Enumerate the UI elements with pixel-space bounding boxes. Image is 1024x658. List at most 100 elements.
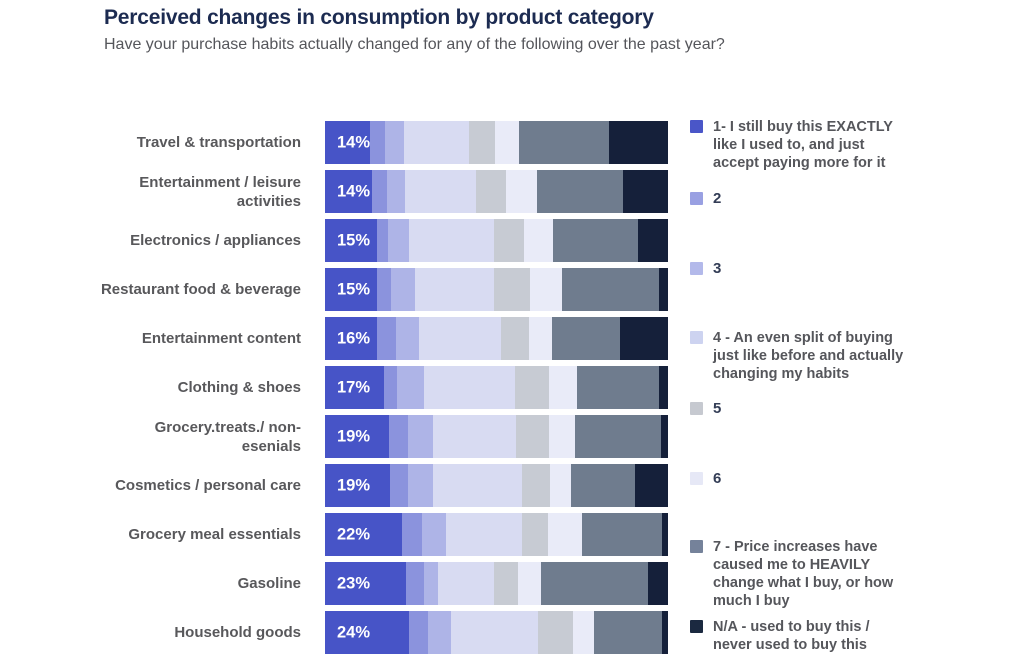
category-label: Travel & transportation	[136, 134, 301, 151]
bar-segment	[493, 268, 530, 311]
bar-value-label: 19%	[337, 476, 371, 494]
legend-label: 4 - An even split of buying just like be…	[713, 330, 904, 382]
bar-row: Entertainment / leisure activities 14%	[100, 170, 668, 213]
bar-segment	[433, 464, 522, 507]
legend-item: 4 - An even split of buying just like be…	[690, 329, 910, 383]
bar-segment	[551, 317, 621, 360]
bar-value-label: 14%	[337, 133, 371, 151]
bar-segment: 19%	[325, 415, 390, 458]
bar-value-label: 22%	[337, 525, 371, 543]
bar-segment	[427, 611, 452, 654]
category-label: Grocery meal essentials	[128, 526, 301, 543]
bar-segment	[408, 219, 495, 262]
bar-row: Gasoline 23%	[100, 562, 668, 605]
legend-item: 3	[690, 260, 910, 278]
bar-value-label: 19%	[337, 427, 371, 445]
category-label: Gasoline	[237, 575, 301, 592]
bar-value-label: 23%	[337, 574, 371, 592]
bar-segment	[620, 317, 668, 360]
bar-segment	[376, 219, 389, 262]
bar-segment	[521, 513, 548, 556]
bar-segment	[437, 562, 495, 605]
bar-value-label: 17%	[337, 378, 371, 396]
bar-segment	[572, 611, 595, 654]
stacked-bar-chart: Travel & transportation 14% Entertainment …	[100, 121, 668, 654]
bar-segment	[376, 317, 397, 360]
bar-row: Clothing & shoes 17%	[100, 366, 668, 409]
bar-segment	[647, 562, 668, 605]
legend-swatch-icon	[690, 331, 703, 344]
legend-item: 6	[690, 470, 910, 488]
bar-segment	[570, 464, 636, 507]
legend-label: 5	[713, 400, 722, 417]
bar-segment: 23%	[325, 562, 407, 605]
bar-track: 19%	[325, 464, 668, 507]
bar-segment	[577, 366, 660, 409]
bar-segment	[594, 611, 662, 654]
bar-segment	[659, 366, 668, 409]
legend-swatch-icon	[690, 540, 703, 553]
bar-segment: 17%	[325, 366, 385, 409]
bar-track: 23%	[325, 562, 668, 605]
bar-segment	[422, 513, 447, 556]
bar-row: Grocery.treats./ non-esenials 19%	[100, 415, 668, 458]
legend-label: 1- I still buy this EXACTLY like I used …	[713, 119, 893, 171]
bar-segment	[540, 562, 648, 605]
bar-segment: 16%	[325, 317, 377, 360]
bar-segment: 22%	[325, 513, 402, 556]
bar-segment: 15%	[325, 268, 378, 311]
bar-segment	[370, 121, 386, 164]
bar-segment: 19%	[325, 464, 391, 507]
legend-item: 2	[690, 190, 910, 208]
bar-track: 15%	[325, 219, 668, 262]
bar-segment: 24%	[325, 611, 409, 654]
bar-segment	[385, 121, 404, 164]
bar-segment	[401, 513, 423, 556]
bar-value-label: 14%	[337, 182, 371, 200]
legend-swatch-icon	[690, 472, 703, 485]
bar-segment	[529, 317, 552, 360]
bar-segment	[661, 415, 668, 458]
bar-track: 15%	[325, 268, 668, 311]
bar-track: 19%	[325, 415, 668, 458]
category-label: Electronics / appliances	[130, 232, 301, 249]
bar-segment	[387, 170, 405, 213]
bar-segment	[494, 219, 525, 262]
bar-segment	[403, 121, 470, 164]
bar-segment	[451, 611, 539, 654]
bar-row: Entertainment content 16%	[100, 317, 668, 360]
bar-segment	[397, 366, 424, 409]
bar-value-label: 15%	[337, 280, 371, 298]
bar-segment	[518, 562, 541, 605]
bar-segment	[515, 366, 549, 409]
bar-segment	[494, 562, 519, 605]
bar-segment	[548, 366, 578, 409]
bar-segment	[390, 464, 408, 507]
bar-row: Household goods 24%	[100, 611, 668, 654]
bar-track: 17%	[325, 366, 668, 409]
bar-row: Grocery meal essentials 22%	[100, 513, 668, 556]
bar-segment	[623, 170, 668, 213]
bar-segment	[433, 415, 516, 458]
bar-segment	[423, 366, 515, 409]
chart-legend: 1- I still buy this EXACTLY like I used …	[690, 110, 910, 658]
bar-segment	[549, 415, 575, 458]
bar-segment	[635, 464, 668, 507]
bar-track: 14%	[325, 170, 668, 213]
bar-segment	[495, 121, 520, 164]
bar-segment	[506, 170, 538, 213]
bar-segment	[538, 611, 573, 654]
bar-row: Electronics / appliances 15%	[100, 219, 668, 262]
bar-segment	[475, 170, 507, 213]
bar-segment	[469, 121, 496, 164]
bar-segment	[529, 268, 563, 311]
bar-segment	[388, 219, 409, 262]
category-label: Clothing & shoes	[177, 379, 301, 396]
bar-segment	[500, 317, 530, 360]
bar-segment	[638, 219, 668, 262]
bar-segment	[519, 121, 609, 164]
category-label: Entertainment / leisure activities	[139, 173, 301, 210]
bar-segment	[377, 268, 392, 311]
legend-label: 3	[713, 260, 722, 277]
bar-segment	[384, 366, 398, 409]
